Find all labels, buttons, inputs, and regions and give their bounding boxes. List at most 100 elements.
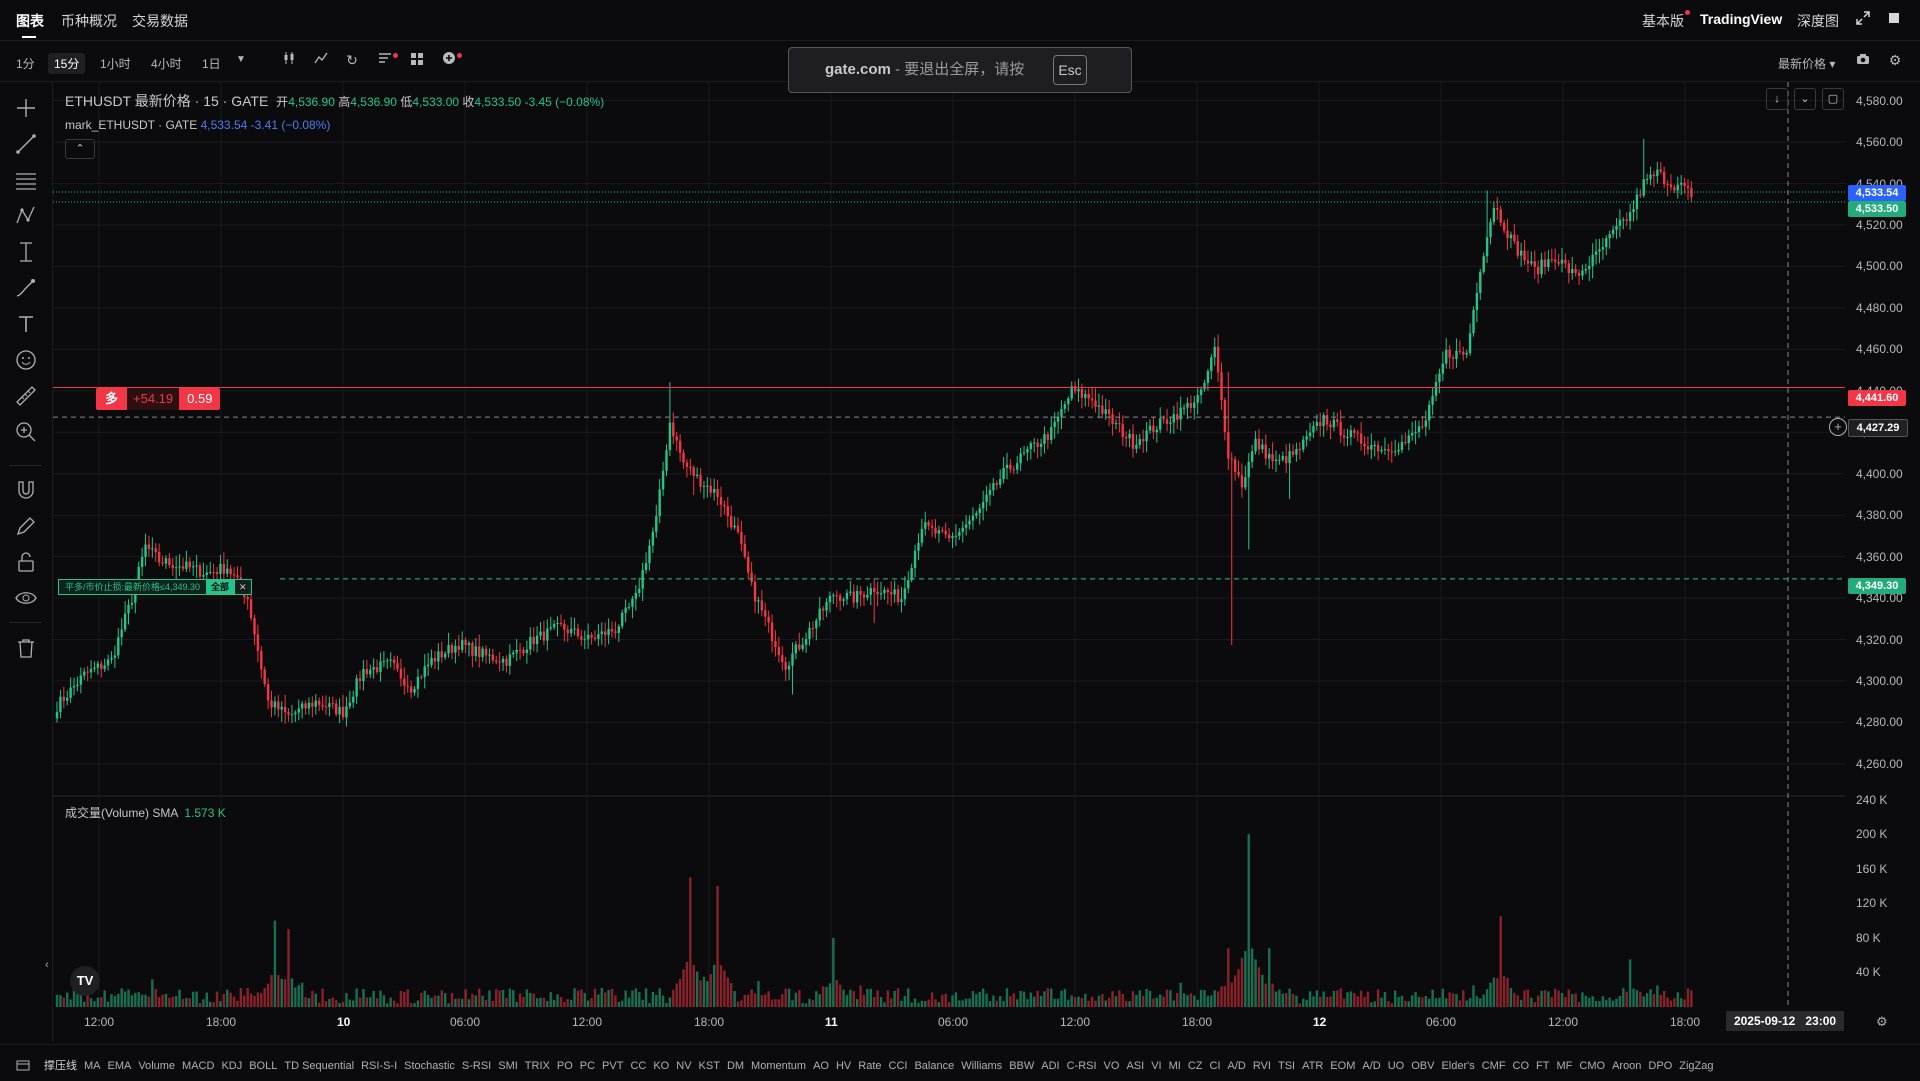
indicator-item[interactable]: AO [813,1060,829,1072]
timeframe-1d[interactable]: 1日 [202,57,221,71]
indicator-item[interactable]: ZigZag [1679,1060,1714,1072]
indicator-item[interactable]: CO [1512,1060,1530,1072]
candle-type-icon[interactable] [280,51,298,69]
indicator-item[interactable]: Momentum [751,1060,807,1072]
close-icon[interactable]: ✕ [234,580,251,594]
indicator-item[interactable]: Williams [961,1060,1003,1072]
indicator-item[interactable]: DM [726,1060,745,1072]
indicator-item[interactable]: Balance [914,1060,955,1072]
timeframe-15m[interactable]: 15分 [48,53,86,74]
chevron-down-icon[interactable]: ▼ [236,54,246,65]
pencil-lock-icon[interactable] [14,514,38,538]
symbol-title[interactable]: ETHUSDT 最新价格 · 15 · GATE [65,93,269,109]
layout-icon[interactable] [1888,11,1900,27]
text-icon[interactable] [14,312,38,336]
indicator-item[interactable]: NV [676,1060,692,1072]
tradingview-logo[interactable]: TV [70,966,100,996]
indicator-item[interactable]: Aroon [1612,1060,1642,1072]
camera-icon[interactable] [1854,51,1872,69]
indicator-item[interactable]: EMA [107,1060,132,1072]
add-icon[interactable] [440,51,458,69]
brush-icon[interactable] [14,276,38,300]
scroll-down-icon[interactable]: ↓ [1766,88,1788,110]
collapse-legend-button[interactable]: ⌃ [65,139,95,159]
indicator-item[interactable]: CI [1209,1060,1221,1072]
timezone-settings-icon[interactable]: ⚙ [1876,1014,1888,1029]
maximize-pane-icon[interactable]: ▢ [1822,88,1844,110]
indicator-item[interactable]: KO [653,1060,670,1072]
crosshair-icon[interactable] [14,96,38,120]
stop-order-all-button[interactable]: 全部 [205,580,234,594]
indicator-item[interactable]: CCI [888,1060,908,1072]
indicator-item[interactable]: RSI-S-I [361,1060,398,1072]
indicator-item[interactable]: PVT [602,1060,624,1072]
long-position-marker[interactable]: 多 +54.19 0.59 [96,388,221,410]
timeframe-1h[interactable]: 1小时 [100,57,131,71]
indicator-item[interactable]: ADI [1041,1060,1060,1072]
indicator-item[interactable]: FT [1536,1060,1550,1072]
pattern-icon[interactable] [14,204,38,228]
indicator-item[interactable]: CMF [1481,1060,1506,1072]
magnet-icon[interactable] [14,478,38,502]
template-icon[interactable] [376,51,394,69]
indicator-item[interactable]: UO [1387,1060,1405,1072]
timeframe-4h[interactable]: 4小时 [151,57,182,71]
fullscreen-icon[interactable] [1856,11,1870,28]
indicator-item[interactable]: PO [556,1060,573,1072]
indicator-item[interactable]: C-RSI [1066,1060,1097,1072]
collapse-pane-icon[interactable]: ⌄ [1794,88,1816,110]
mark-symbol[interactable]: mark_ETHUSDT · GATE [65,118,198,132]
timeframe-1m[interactable]: 1分 [16,57,35,71]
horizontal-lines-icon[interactable] [14,168,38,192]
ruler-icon[interactable] [14,384,38,408]
indicator-item[interactable]: S-RSI [461,1060,492,1072]
indicator-item[interactable]: TRIX [524,1060,550,1072]
trend-line-icon[interactable] [14,132,38,156]
calendar-icon[interactable] [16,1058,30,1076]
indicator-item[interactable]: ATR [1302,1060,1324,1072]
indicator-item[interactable]: BBW [1009,1060,1035,1072]
indicator-item[interactable]: CZ [1187,1060,1203,1072]
basic-version-toggle[interactable]: 基本版 [1642,13,1684,29]
tab-chart[interactable]: 图表 [16,13,44,29]
indicator-item[interactable]: A/D [1227,1060,1246,1072]
tradingview-toggle[interactable]: TradingView [1700,11,1783,27]
indicator-item[interactable]: VI [1151,1060,1162,1072]
depth-chart-toggle[interactable]: 深度图 [1797,13,1839,29]
indicator-item[interactable]: A/D [1362,1060,1381,1072]
indicator-item[interactable]: MA [84,1060,101,1072]
indicator-item[interactable]: EOM [1330,1060,1356,1072]
indicator-item[interactable]: TSI [1277,1060,1296,1072]
indicator-item[interactable]: PC [579,1060,596,1072]
tab-coin-overview[interactable]: 币种概况 [61,13,117,29]
indicator-item[interactable]: RVI [1252,1060,1271,1072]
indicator-item[interactable]: MACD [182,1060,215,1072]
indicator-item[interactable]: KST [698,1060,720,1072]
indicator-item[interactable]: ASI [1126,1060,1145,1072]
measure-range-icon[interactable] [14,240,38,264]
settings-gear-icon[interactable]: ⚙ [1888,52,1902,68]
indicator-item[interactable]: MI [1168,1060,1181,1072]
indicator-item[interactable]: TD Sequential [284,1060,355,1072]
indicator-item[interactable]: Rate [858,1060,882,1072]
trash-icon[interactable] [14,636,38,660]
lock-icon[interactable] [14,550,38,574]
indicator-item[interactable]: 撑压线 [44,1060,77,1072]
refresh-icon[interactable]: ↻ [346,52,358,68]
indicator-item[interactable]: OBV [1411,1060,1435,1072]
indicator-item[interactable]: Volume [138,1060,176,1072]
indicator-item[interactable]: Stochastic [404,1060,455,1072]
price-source-select[interactable]: 最新价格 ▾ [1778,57,1836,71]
indicator-item[interactable]: CMO [1579,1060,1606,1072]
stop-loss-order[interactable]: 平多/市价止损:最新价格≤4,349.30 全部 ✕ [58,579,252,595]
indicator-item[interactable]: SMI [498,1060,518,1072]
tab-trading-data[interactable]: 交易数据 [132,13,188,29]
indicator-item[interactable]: CC [630,1060,647,1072]
grid-layout-icon[interactable] [408,51,426,69]
eye-icon[interactable] [14,586,38,610]
indicator-item[interactable]: HV [835,1060,852,1072]
indicator-item[interactable]: KDJ [221,1060,243,1072]
indicator-item[interactable]: DPO [1648,1060,1673,1072]
indicators-icon[interactable] [312,51,330,69]
